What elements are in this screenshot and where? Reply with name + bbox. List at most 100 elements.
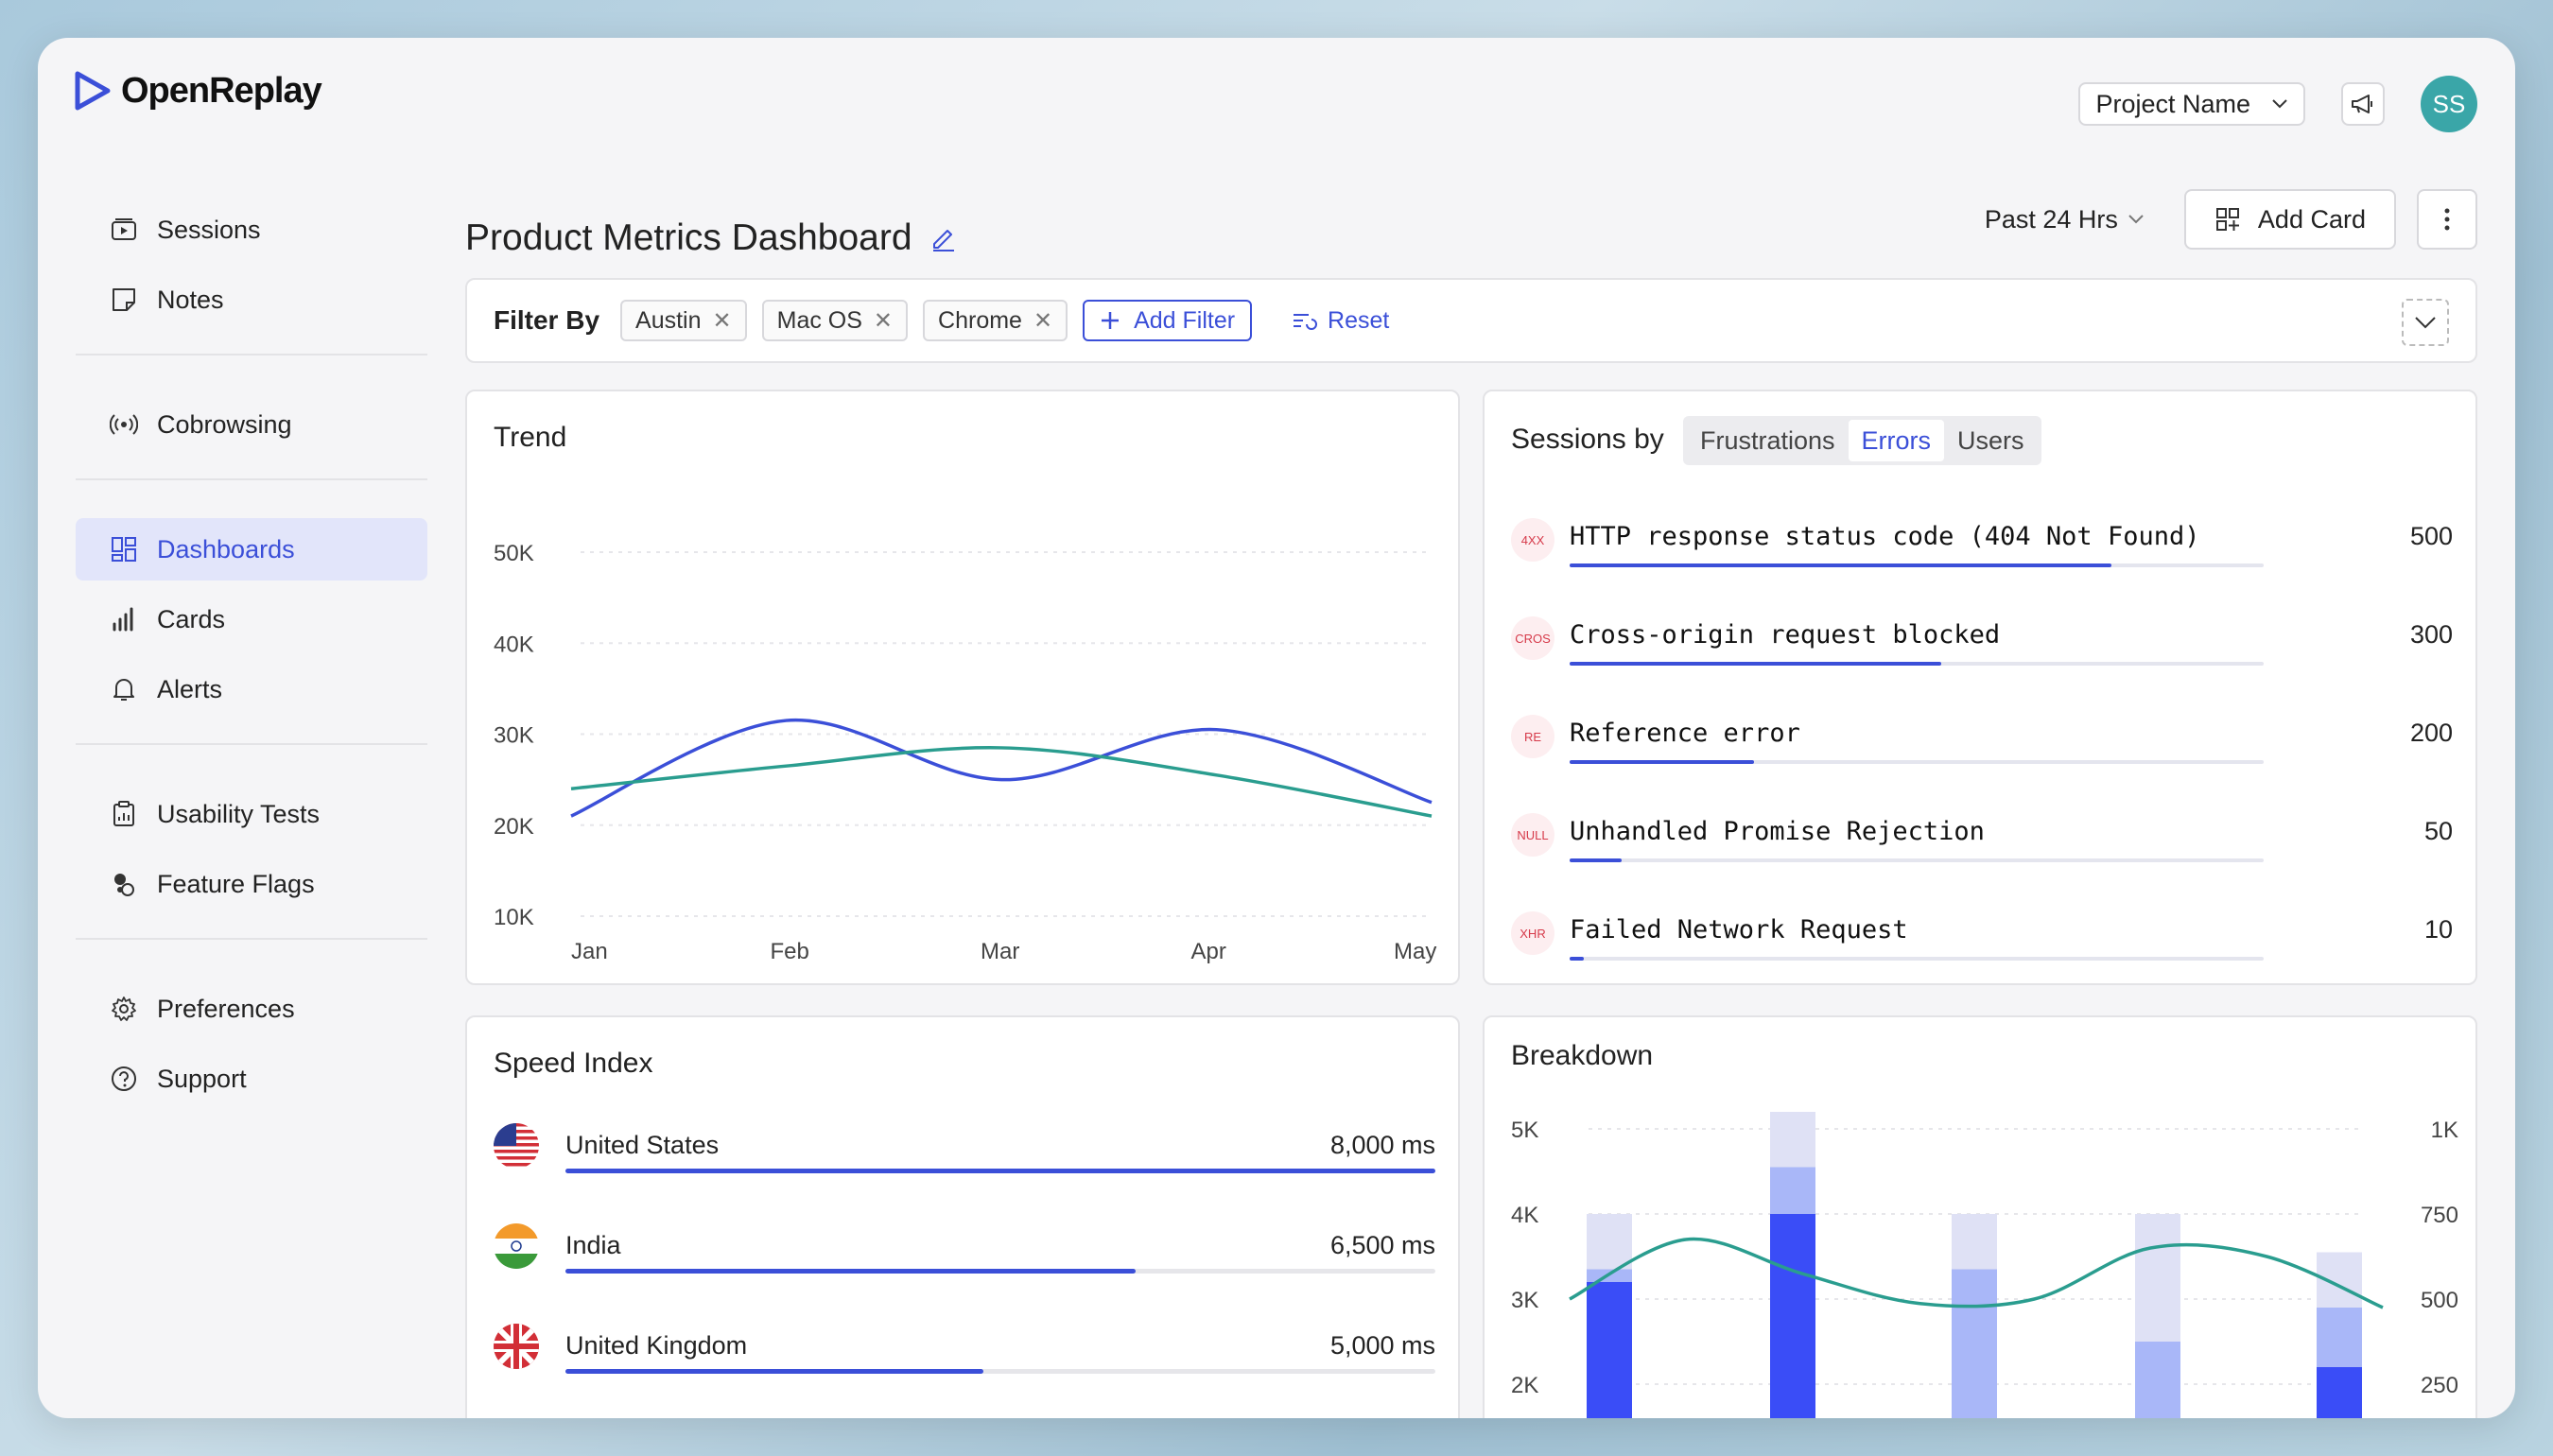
sidebar-item-label: Usability Tests [157, 799, 321, 828]
filter-chip[interactable]: Mac OS ✕ [761, 300, 909, 341]
sidebar-item-label: Feature Flags [157, 869, 315, 898]
sidebar: Sessions Notes Cobrowsing Dashboards Car… [76, 199, 427, 1118]
tab-frustrations[interactable]: Frustrations [1700, 425, 1835, 455]
filter-chip-label: Mac OS [776, 306, 862, 334]
grid-icon [112, 537, 136, 562]
error-count: 500 [2409, 522, 2453, 550]
list-item[interactable]: 4XX HTTP response status code (404 Not F… [1511, 512, 2453, 579]
list-item[interactable]: NULL Unhandled Promise Rejection 50 [1511, 807, 2453, 874]
error-name: HTTP response status code (404 Not Found… [1570, 522, 2200, 551]
error-name: Unhandled Promise Rejection [1570, 817, 1985, 846]
sidebar-item-alerts[interactable]: Alerts [76, 658, 427, 720]
close-icon[interactable]: ✕ [712, 307, 732, 334]
sidebar-item-cobrowsing[interactable]: Cobrowsing [76, 393, 427, 456]
tab-errors[interactable]: Errors [1848, 420, 1945, 461]
country-name: United States [565, 1131, 720, 1159]
logo-icon [75, 71, 111, 111]
error-bar-fill [1570, 662, 1941, 666]
sidebar-item-dashboards[interactable]: Dashboards [76, 518, 427, 581]
error-name: Cross-origin request blocked [1570, 620, 2001, 650]
list-item[interactable]: United States 8,000 ms [494, 1123, 1435, 1199]
filter-chip[interactable]: Chrome ✕ [923, 300, 1068, 341]
edit-icon[interactable] [929, 224, 958, 252]
sidebar-item-sessions[interactable]: Sessions [76, 199, 427, 261]
speed-bar-fill [565, 1269, 1136, 1274]
trend-card[interactable]: Trend 50K 40K 30K 20K 10K Jan Feb Mar Apr May [465, 390, 1460, 985]
list-item[interactable]: United Kingdom 5,000 ms [494, 1324, 1435, 1399]
sidebar-item-preferences[interactable]: Preferences [76, 978, 427, 1040]
speed-bar-fill [565, 1369, 983, 1374]
bar-segment-dark[interactable] [1770, 1214, 1815, 1418]
time-range-label: Past 24 Hrs [1984, 204, 2118, 234]
y-right-tick-label: 1K [2431, 1118, 2458, 1143]
error-count: 10 [2423, 915, 2453, 944]
sessions-by-card[interactable]: Sessions by Frustrations Errors Users 4X… [1483, 390, 2477, 985]
error-bar-track [1570, 563, 2264, 567]
uk-flag-icon [494, 1324, 539, 1369]
list-item[interactable]: CROS Cross-origin request blocked 300 [1511, 611, 2453, 677]
logo[interactable]: OpenReplay [74, 70, 322, 112]
sidebar-item-support[interactable]: Support [76, 1048, 427, 1110]
error-count: 50 [2423, 817, 2453, 845]
chevron-down-icon [2272, 99, 2287, 109]
collapse-filters-button[interactable] [2402, 299, 2449, 346]
reset-button[interactable]: Reset [1292, 307, 1389, 335]
sidebar-divider [76, 354, 427, 355]
bell-icon [113, 679, 134, 701]
sidebar-item-label: Sessions [157, 215, 261, 244]
error-name: Failed Network Request [1570, 915, 1908, 945]
avatar[interactable]: SS [2421, 76, 2477, 132]
speed-value: 6,500 ms [1329, 1231, 1435, 1259]
toggle-icon [114, 874, 134, 896]
sessions-tabs: Frustrations Errors Users [1683, 416, 2041, 465]
sidebar-item-cards[interactable]: Cards [76, 588, 427, 650]
bar-segment-mid[interactable] [2135, 1342, 2180, 1418]
y-tick-label: 20K [494, 814, 534, 840]
sidebar-item-feature-flags[interactable]: Feature Flags [76, 853, 427, 915]
sidebar-item-notes[interactable]: Notes [76, 269, 427, 331]
sidebar-item-label: Dashboards [157, 534, 295, 563]
project-select[interactable]: Project Name [2078, 82, 2305, 126]
speed-index-card[interactable]: Speed Index United States 8,000 ms India… [465, 1015, 1460, 1418]
bar-chart-icon [113, 607, 133, 632]
time-range-select[interactable]: Past 24 Hrs [1985, 205, 2145, 234]
add-filter-button[interactable]: Add Filter [1083, 300, 1253, 341]
speed-bar-track [565, 1369, 1435, 1374]
sidebar-item-usability-tests[interactable]: Usability Tests [76, 783, 427, 845]
x-tick-label: Mar [981, 939, 1019, 964]
error-count: 200 [2409, 719, 2453, 747]
y-right-tick-label: 250 [2421, 1373, 2458, 1398]
y-right-tick-label: 500 [2421, 1288, 2458, 1313]
reset-label: Reset [1328, 306, 1390, 334]
close-icon[interactable]: ✕ [873, 307, 894, 334]
series-line-2 [570, 746, 1433, 818]
error-type-badge: RE [1511, 715, 1554, 758]
sidebar-item-label: Support [157, 1064, 247, 1093]
more-options-button[interactable] [2417, 189, 2477, 250]
bar-segment-dark[interactable] [2317, 1367, 2362, 1418]
close-icon[interactable]: ✕ [1033, 307, 1053, 334]
x-tick-label: May [1394, 939, 1436, 964]
note-icon [113, 288, 135, 311]
list-item[interactable]: XHR Failed Network Request 10 [1511, 906, 2453, 972]
sidebar-item-label: Cobrowsing [157, 409, 292, 439]
sidebar-divider [76, 478, 427, 480]
tab-users[interactable]: Users [1957, 425, 2024, 455]
sidebar-item-label: Alerts [157, 674, 223, 703]
filter-chip[interactable]: Austin ✕ [620, 300, 747, 341]
error-bar-fill [1570, 858, 1623, 862]
breakdown-card[interactable]: Breakdown 5K 4K 3K 2K 1K 750 500 250 [1483, 1015, 2477, 1418]
list-item[interactable]: RE Reference error 200 [1511, 709, 2453, 775]
bar-segment-mid[interactable] [1952, 1269, 1997, 1419]
list-item[interactable]: India 6,500 ms [494, 1223, 1435, 1299]
y-left-tick-label: 4K [1511, 1203, 1538, 1228]
y-tick-label: 30K [494, 723, 534, 749]
announcements-button[interactable] [2341, 82, 2385, 126]
add-card-button[interactable]: Add Card [2183, 189, 2396, 250]
kebab-icon [2444, 208, 2450, 231]
error-bar-fill [1570, 760, 1754, 764]
bar-segment-dark[interactable] [1587, 1282, 1632, 1418]
app-window: OpenReplay Project Name SS Sessions Note… [38, 38, 2515, 1418]
error-type-badge: NULL [1511, 813, 1554, 857]
top-bar-actions: Project Name SS [2078, 76, 2477, 132]
